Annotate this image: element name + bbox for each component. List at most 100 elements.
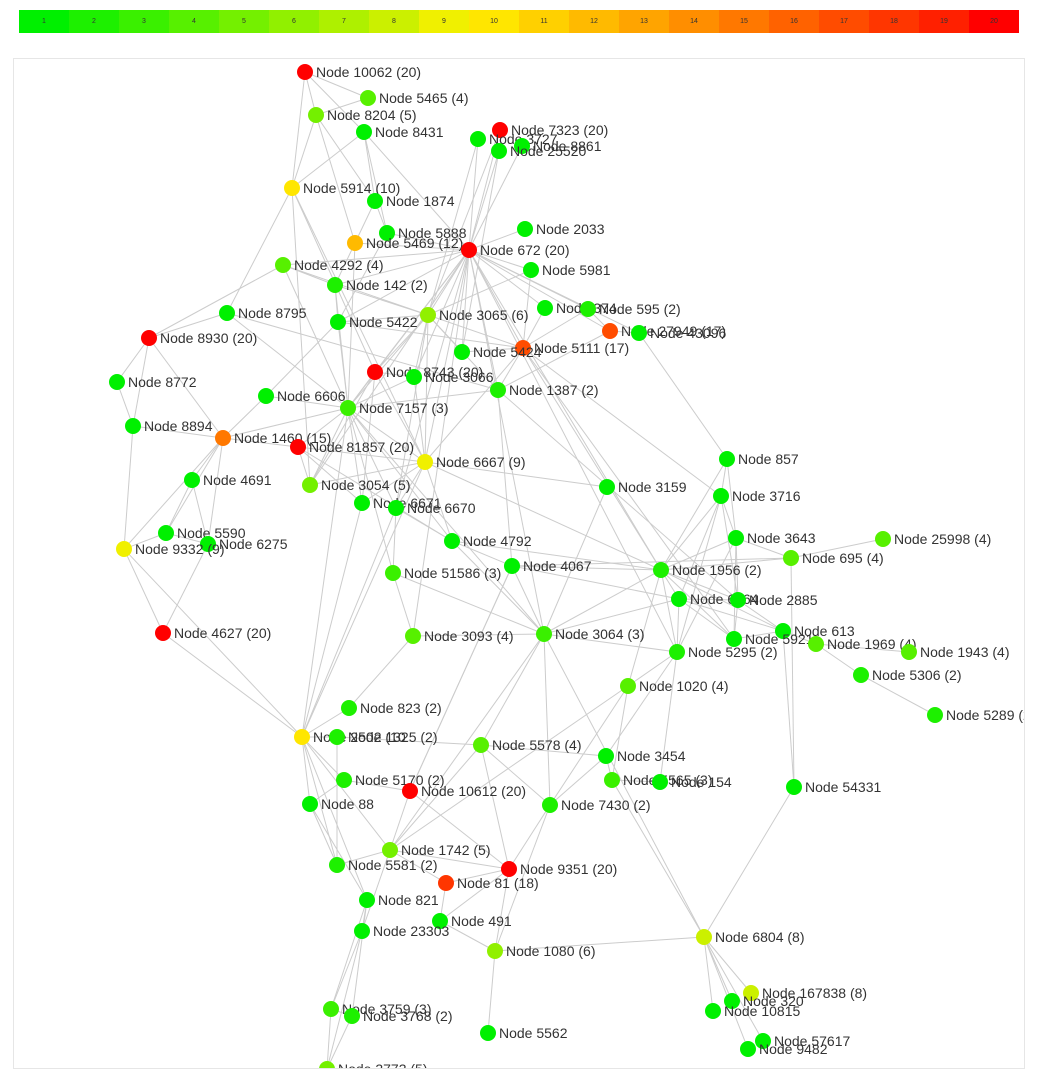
node-circle[interactable] [786, 779, 802, 795]
graph-node[interactable]: Node 5578 (4) [473, 737, 582, 753]
graph-node[interactable]: Node 6804 (8) [696, 929, 805, 945]
node-circle[interactable] [158, 525, 174, 541]
graph-node[interactable]: Node 7157 (3) [340, 400, 449, 416]
node-circle[interactable] [382, 842, 398, 858]
node-circle[interactable] [284, 180, 300, 196]
node-circle[interactable] [514, 138, 530, 154]
node-circle[interactable] [141, 330, 157, 346]
node-circle[interactable] [487, 943, 503, 959]
node-circle[interactable] [580, 301, 596, 317]
node-circle[interactable] [109, 374, 125, 390]
graph-node[interactable]: Node 5914 (10) [284, 180, 400, 196]
graph-node[interactable]: Node 5289 (2 [927, 707, 1024, 723]
node-circle[interactable] [432, 913, 448, 929]
graph-node[interactable]: Node 4292 (4) [275, 257, 384, 273]
node-circle[interactable] [354, 923, 370, 939]
graph-node[interactable]: Node 5562 [480, 1025, 568, 1041]
graph-node[interactable]: Node 8894 [125, 418, 213, 434]
node-circle[interactable] [354, 495, 370, 511]
node-circle[interactable] [302, 796, 318, 812]
node-circle[interactable] [875, 531, 891, 547]
graph-node[interactable]: Node 3768 (2) [344, 1008, 453, 1024]
node-circle[interactable] [501, 861, 517, 877]
graph-node[interactable]: Node 5170 (2) [336, 772, 445, 788]
node-circle[interactable] [620, 678, 636, 694]
graph-node[interactable]: Node 88 [302, 796, 374, 812]
node-circle[interactable] [155, 625, 171, 641]
graph-node[interactable]: Node 5424 [454, 344, 542, 360]
graph-node[interactable]: Node 142 (2) [327, 277, 428, 293]
node-circle[interactable] [599, 479, 615, 495]
node-circle[interactable] [417, 454, 433, 470]
node-circle[interactable] [184, 472, 200, 488]
graph-node[interactable]: Node 43096 [631, 325, 727, 341]
graph-node[interactable]: Node 3066 [406, 369, 494, 385]
node-circle[interactable] [385, 565, 401, 581]
graph-node[interactable]: Node 821 [359, 892, 439, 908]
graph-node[interactable]: Node 54331 [786, 779, 882, 795]
node-circle[interactable] [367, 193, 383, 209]
graph-node[interactable]: Node 3064 (3) [536, 626, 645, 642]
node-circle[interactable] [927, 707, 943, 723]
node-circle[interactable] [480, 1025, 496, 1041]
node-circle[interactable] [367, 364, 383, 380]
graph-node[interactable]: Node 5888 [379, 225, 467, 241]
graph-node[interactable]: Node 6606 [258, 388, 346, 404]
graph-node[interactable]: Node 3759 (3) [323, 1001, 432, 1017]
node-circle[interactable] [379, 225, 395, 241]
graph-node[interactable]: Node 57617 [755, 1033, 851, 1049]
graph-node[interactable]: Node 3065 (6) [420, 307, 529, 323]
node-circle[interactable] [470, 131, 486, 147]
node-circle[interactable] [116, 541, 132, 557]
graph-node[interactable]: Node 3716 [713, 488, 801, 504]
graph-node[interactable]: Node 8772 [109, 374, 197, 390]
node-circle[interactable] [405, 628, 421, 644]
graph-node[interactable]: Node 8930 (20) [141, 330, 257, 346]
graph-node[interactable]: Node 10815 [705, 1003, 801, 1019]
graph-node[interactable]: Node 154 [652, 774, 732, 790]
node-circle[interactable] [356, 124, 372, 140]
graph-node[interactable]: Node 8795 [219, 305, 307, 321]
graph-node[interactable]: Node 1969 (4) [808, 636, 917, 652]
graph-node[interactable]: Node 4792 [444, 533, 532, 549]
graph-node[interactable]: Node 823 (2) [341, 700, 442, 716]
node-circle[interactable] [454, 344, 470, 360]
node-circle[interactable] [730, 592, 746, 608]
node-circle[interactable] [755, 1033, 771, 1049]
node-circle[interactable] [360, 90, 376, 106]
graph-node[interactable]: Node 5981 [523, 262, 611, 278]
graph-node[interactable]: Node 167838 (8) [743, 985, 867, 1001]
node-circle[interactable] [853, 667, 869, 683]
graph-node[interactable]: Node 3093 (4) [405, 628, 514, 644]
node-circle[interactable] [200, 536, 216, 552]
graph-node[interactable]: Node 5306 (2) [853, 667, 962, 683]
node-circle[interactable] [341, 700, 357, 716]
node-circle[interactable] [726, 631, 742, 647]
graph-node[interactable]: Node 81 (18) [438, 875, 539, 891]
graph-node[interactable]: Node 2885 [730, 592, 818, 608]
node-circle[interactable] [515, 340, 531, 356]
graph-node[interactable]: Node 6275 [200, 536, 288, 552]
graph-node[interactable]: Node 1460 (15) [215, 430, 331, 446]
node-circle[interactable] [402, 783, 418, 799]
node-circle[interactable] [653, 562, 669, 578]
node-circle[interactable] [359, 892, 375, 908]
graph-node[interactable]: Node 857 [719, 451, 799, 467]
node-circle[interactable] [388, 500, 404, 516]
node-circle[interactable] [491, 143, 507, 159]
graph-node[interactable]: Node 3643 [728, 530, 816, 546]
node-circle[interactable] [302, 477, 318, 493]
graph-node[interactable]: Node 1080 (6) [487, 943, 596, 959]
node-circle[interactable] [808, 636, 824, 652]
node-circle[interactable] [444, 533, 460, 549]
graph-node[interactable]: Node 4691 [184, 472, 272, 488]
graph-node[interactable]: Node 595 (2) [580, 301, 681, 317]
node-circle[interactable] [215, 430, 231, 446]
node-circle[interactable] [290, 439, 306, 455]
node-circle[interactable] [340, 400, 356, 416]
graph-node[interactable]: Node 9482 [740, 1041, 828, 1057]
node-circle[interactable] [671, 591, 687, 607]
graph-node[interactable]: Node 7323 (20) [492, 122, 608, 138]
graph-node[interactable]: Node 5921 [726, 631, 814, 647]
node-circle[interactable] [743, 985, 759, 1001]
